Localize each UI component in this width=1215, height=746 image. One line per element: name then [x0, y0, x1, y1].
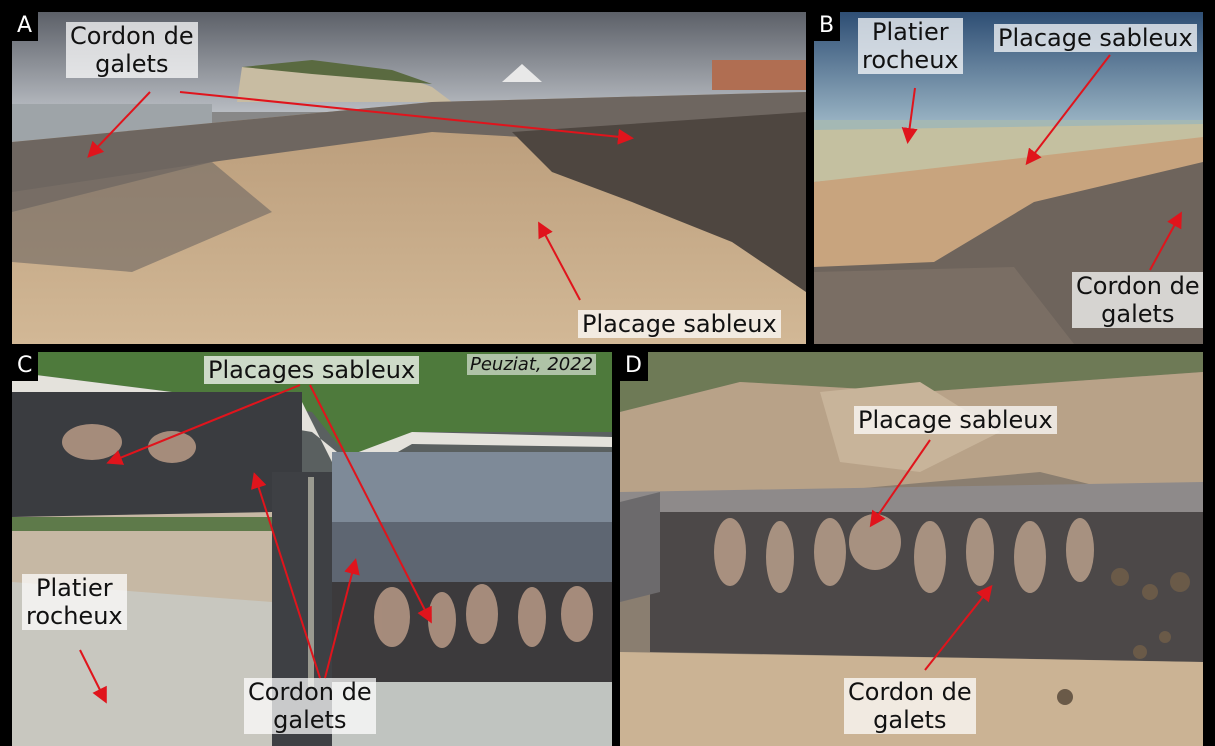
panel-a-scene — [12, 12, 806, 344]
panel-d-cordon-line1: Cordon de — [848, 678, 972, 706]
panel-a-cordon-label: Cordon de galets — [66, 22, 198, 78]
panel-b-photo: B Platier rocheux Placage sableux Cordon… — [814, 12, 1203, 344]
panel-c-platier-label: Platier rocheux — [22, 574, 127, 630]
panel-a-photo: A Cordon de galets Placage sableux — [12, 12, 806, 344]
panel-d-cordon-line2: galets — [873, 706, 947, 734]
panel-c-cordon-line1: Cordon de — [248, 678, 372, 706]
panel-b-placage-label: Placage sableux — [994, 24, 1197, 52]
panel-d-letter: D — [620, 352, 648, 381]
panel-b-cordon-line1: Cordon de — [1076, 272, 1200, 300]
panel-b-cordon-line2: galets — [1101, 300, 1175, 328]
panel-c-platier-line2: rocheux — [26, 602, 123, 630]
panel-c-platier-line1: Platier — [36, 574, 113, 602]
panel-c-cordon-label: Cordon de galets — [244, 678, 376, 734]
panel-c-letter: C — [12, 352, 39, 381]
panel-c-cordon-line2: galets — [273, 706, 347, 734]
panel-c-photo: C Peuziat, 2022 Placages sableux Platier… — [12, 352, 612, 746]
panel-b-platier-line1: Platier — [872, 18, 949, 46]
panel-b-letter: B — [814, 12, 841, 41]
panel-a-placage-label: Placage sableux — [578, 310, 781, 338]
panel-b-platier-label: Platier rocheux — [858, 18, 963, 74]
panel-d-cordon-label: Cordon de galets — [844, 678, 976, 734]
panel-b-platier-line2: rocheux — [862, 46, 959, 74]
panel-d-photo: D Placage sableux Cordon de galets — [620, 352, 1203, 746]
panel-d-placage-label: Placage sableux — [854, 406, 1057, 434]
panel-c-placages-label: Placages sableux — [204, 356, 420, 384]
panel-c-credit: Peuziat, 2022 — [467, 354, 597, 375]
panel-a-cordon-line2: galets — [95, 50, 169, 78]
panel-a-cordon-line1: Cordon de — [70, 22, 194, 50]
panel-a-letter: A — [12, 12, 39, 41]
panel-b-cordon-label: Cordon de galets — [1072, 272, 1203, 328]
